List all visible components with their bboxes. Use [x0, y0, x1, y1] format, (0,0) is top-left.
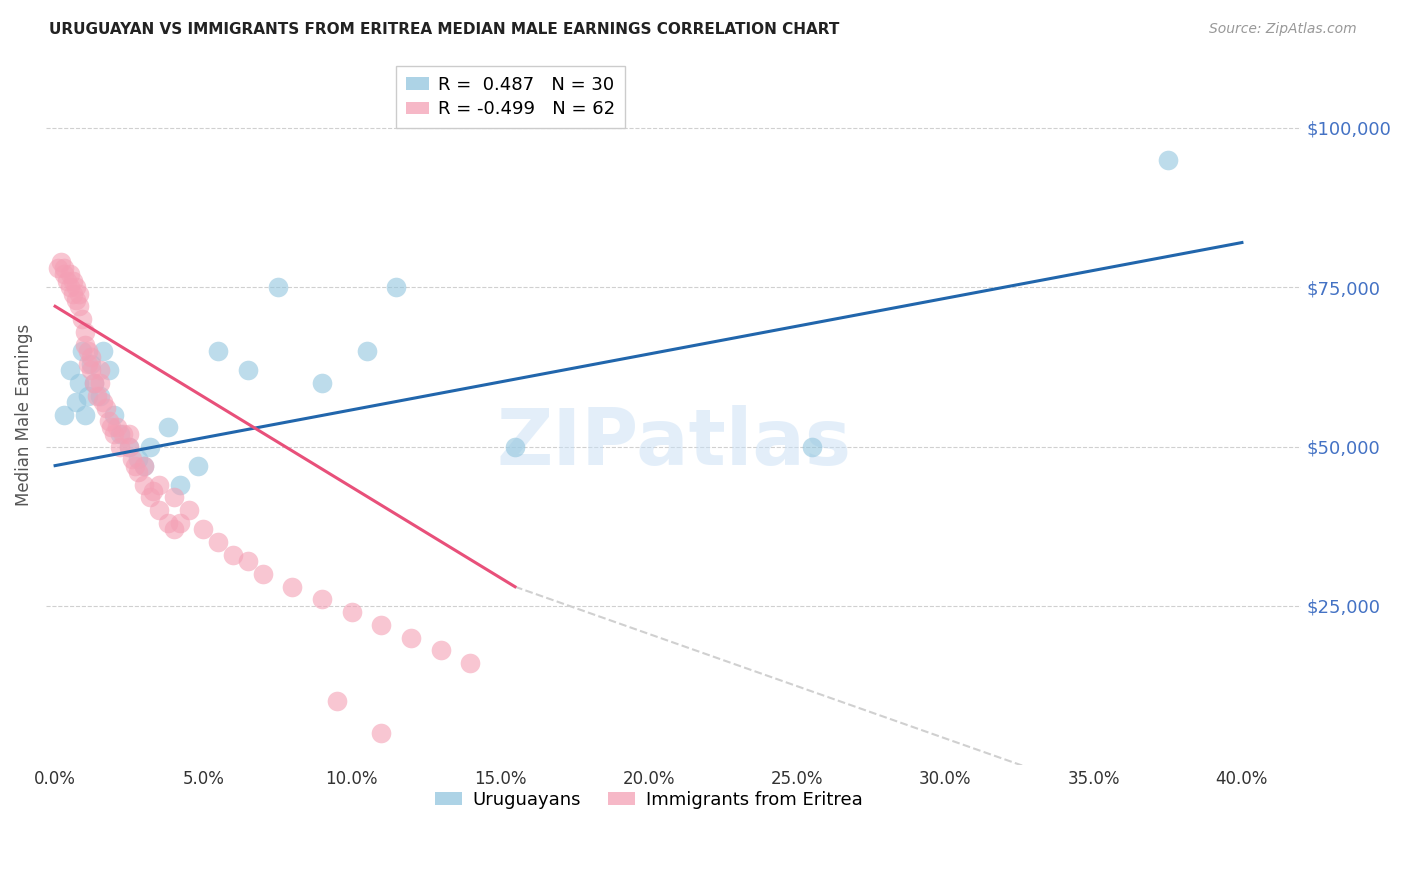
Point [399, 631, 422, 645]
Point [49, 254, 72, 268]
Point [118, 426, 141, 441]
Point [148, 477, 170, 491]
Point [356, 343, 378, 358]
Point [169, 516, 191, 530]
Point [67, 376, 90, 390]
Point [89, 363, 111, 377]
Point [236, 554, 259, 568]
Point [80, 363, 103, 377]
Point [1157, 153, 1180, 167]
Point [97, 414, 120, 428]
Point [100, 420, 122, 434]
Text: ZIPatlas: ZIPatlas [496, 405, 851, 481]
Point [370, 726, 392, 740]
Point [503, 440, 526, 454]
Point [370, 618, 392, 632]
Point [76, 343, 98, 358]
Point [62, 274, 84, 288]
Point [163, 491, 186, 505]
Point [103, 408, 125, 422]
Point [193, 522, 215, 536]
Point [73, 408, 96, 422]
Point [186, 458, 208, 473]
Point [156, 420, 179, 434]
Point [67, 286, 90, 301]
Point [207, 343, 229, 358]
Point [207, 535, 229, 549]
Point [59, 268, 82, 282]
Point [94, 401, 117, 416]
Point [311, 376, 333, 390]
Point [53, 408, 76, 422]
Point [800, 440, 823, 454]
Point [156, 516, 179, 530]
Text: URUGUAYAN VS IMMIGRANTS FROM ERITREA MEDIAN MALE EARNINGS CORRELATION CHART: URUGUAYAN VS IMMIGRANTS FROM ERITREA MED… [49, 22, 839, 37]
Text: Source: ZipAtlas.com: Source: ZipAtlas.com [1209, 22, 1357, 37]
Point [53, 260, 76, 275]
Point [103, 426, 125, 441]
Point [70, 312, 93, 326]
Point [132, 458, 155, 473]
Point [132, 458, 155, 473]
Point [97, 363, 120, 377]
Point [121, 452, 143, 467]
Point [70, 343, 93, 358]
Point [311, 592, 333, 607]
Point [340, 605, 363, 619]
Point [46, 260, 69, 275]
Point [177, 503, 200, 517]
Y-axis label: Median Male Earnings: Median Male Earnings [15, 324, 32, 506]
Point [142, 484, 165, 499]
Point [110, 440, 132, 454]
Point [65, 395, 87, 409]
Point [73, 325, 96, 339]
Point [266, 280, 288, 294]
Point [76, 388, 98, 402]
Point [59, 280, 82, 294]
Point [124, 458, 146, 473]
Point [91, 395, 114, 409]
Point [139, 440, 162, 454]
Point [326, 694, 349, 708]
Point [169, 477, 191, 491]
Point [222, 548, 245, 562]
Point [430, 643, 453, 657]
Point [65, 293, 87, 307]
Point [76, 357, 98, 371]
Point [80, 357, 103, 371]
Point [56, 274, 79, 288]
Point [460, 657, 482, 671]
Point [139, 491, 162, 505]
Point [252, 566, 274, 581]
Point [132, 477, 155, 491]
Point [67, 299, 90, 313]
Point [83, 376, 105, 390]
Point [112, 426, 135, 441]
Point [107, 420, 129, 434]
Point [83, 376, 105, 390]
Point [118, 440, 141, 454]
Point [163, 522, 186, 536]
Point [91, 343, 114, 358]
Point [89, 388, 111, 402]
Point [65, 280, 87, 294]
Point [236, 363, 259, 377]
Point [80, 351, 103, 365]
Point [281, 580, 304, 594]
Point [127, 452, 149, 467]
Point [86, 388, 108, 402]
Point [148, 503, 170, 517]
Point [118, 440, 141, 454]
Legend: Uruguayans, Immigrants from Eritrea: Uruguayans, Immigrants from Eritrea [427, 783, 870, 816]
Point [89, 376, 111, 390]
Point [127, 465, 149, 479]
Point [110, 426, 132, 441]
Point [73, 337, 96, 351]
Point [53, 268, 76, 282]
Point [385, 280, 408, 294]
Point [59, 363, 82, 377]
Point [62, 286, 84, 301]
